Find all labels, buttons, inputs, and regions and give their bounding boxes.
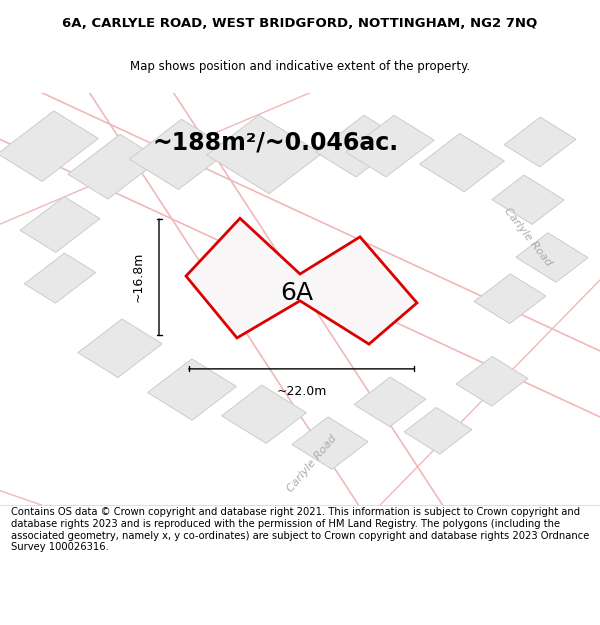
Polygon shape (292, 417, 368, 469)
Text: ~22.0m: ~22.0m (277, 385, 326, 398)
Text: Contains OS data © Crown copyright and database right 2021. This information is : Contains OS data © Crown copyright and d… (11, 508, 589, 552)
Polygon shape (0, 111, 98, 181)
Polygon shape (148, 359, 236, 420)
Polygon shape (516, 233, 588, 282)
Text: 6A, CARLYLE ROAD, WEST BRIDGFORD, NOTTINGHAM, NG2 7NQ: 6A, CARLYLE ROAD, WEST BRIDGFORD, NOTTIN… (62, 17, 538, 29)
Text: ~16.8m: ~16.8m (131, 252, 145, 302)
Polygon shape (404, 408, 472, 454)
Text: ~188m²/~0.046ac.: ~188m²/~0.046ac. (153, 130, 399, 154)
Polygon shape (186, 218, 417, 344)
Polygon shape (474, 274, 546, 324)
Polygon shape (20, 197, 100, 252)
Polygon shape (346, 115, 434, 177)
Polygon shape (492, 175, 564, 224)
Polygon shape (456, 356, 528, 406)
Polygon shape (25, 253, 95, 303)
Polygon shape (354, 377, 426, 427)
Polygon shape (316, 115, 404, 177)
Polygon shape (504, 117, 576, 167)
Polygon shape (78, 319, 162, 378)
Text: Map shows position and indicative extent of the property.: Map shows position and indicative extent… (130, 60, 470, 73)
Text: 6A: 6A (280, 281, 314, 304)
Polygon shape (206, 115, 322, 194)
Polygon shape (221, 385, 307, 443)
Text: Carlyle Road: Carlyle Road (502, 206, 554, 268)
Polygon shape (68, 134, 160, 199)
Polygon shape (130, 119, 230, 189)
Polygon shape (419, 134, 505, 192)
Text: Carlyle Road: Carlyle Road (286, 433, 338, 494)
